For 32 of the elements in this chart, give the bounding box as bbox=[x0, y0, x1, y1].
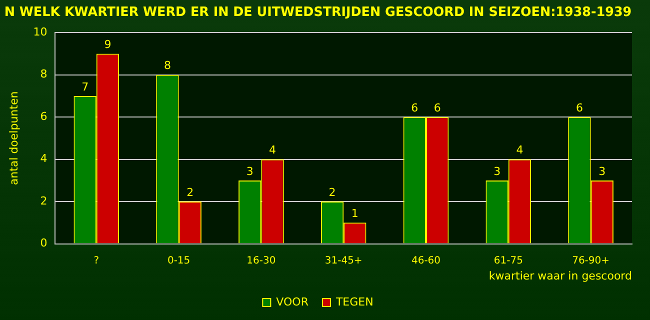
y-axis-title: antal doelpunten bbox=[7, 91, 20, 186]
x-tick-label: 61-75 bbox=[494, 255, 523, 266]
data-label: 7 bbox=[82, 80, 89, 94]
data-label: 2 bbox=[328, 186, 336, 199]
data-label: 3 bbox=[598, 164, 606, 178]
y-tick-label: 0 bbox=[40, 236, 48, 250]
x-tick-label: 76-90+ bbox=[572, 255, 610, 266]
data-label: 4 bbox=[269, 144, 276, 157]
data-label: 3 bbox=[246, 164, 254, 178]
y-tick-label: 8 bbox=[40, 68, 48, 81]
data-label: 1 bbox=[351, 207, 358, 220]
data-label: 4 bbox=[516, 144, 524, 157]
x-tick-label: 16-30 bbox=[246, 255, 276, 266]
data-label: 8 bbox=[164, 59, 171, 72]
data-label: 6 bbox=[411, 101, 418, 114]
data-label: 9 bbox=[104, 38, 112, 52]
data-label: 2 bbox=[186, 186, 194, 199]
chart-title: N WELK KWARTIER WERD ER IN DE UITWEDSTRIJDEN GESCOORD IN SEIZOEN:1938-1939 bbox=[4, 5, 632, 20]
data-label: 6 bbox=[576, 101, 583, 114]
y-tick-label: 2 bbox=[40, 194, 48, 208]
y-tick-label: 6 bbox=[40, 110, 48, 123]
y-tick-label: 10 bbox=[33, 25, 48, 38]
data-label: 6 bbox=[434, 101, 441, 114]
y-tick-label: 4 bbox=[40, 152, 48, 166]
data-label: 3 bbox=[494, 164, 501, 178]
legend-label: VOOR bbox=[276, 295, 309, 308]
x-tick-label: 31-45+ bbox=[324, 255, 362, 266]
x-tick-label: ? bbox=[94, 255, 100, 266]
legend-label: TEGEN bbox=[334, 295, 374, 308]
x-tick-label: 0-15 bbox=[167, 255, 190, 266]
x-tick-label: 46-60 bbox=[411, 255, 441, 266]
x-axis-title: kwartier waar in gescoord bbox=[488, 269, 632, 282]
